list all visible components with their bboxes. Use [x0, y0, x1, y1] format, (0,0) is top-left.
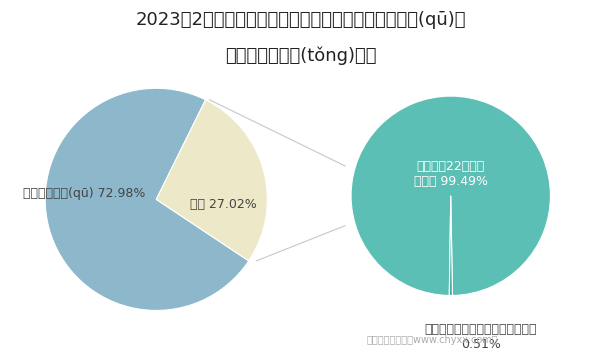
Wedge shape: [156, 100, 267, 261]
Wedge shape: [45, 88, 249, 310]
Text: 2023年2月佛山市佛斯弟摩托車制造有限公司所屬地區(qū)摩: 2023年2月佛山市佛斯弟摩托車制造有限公司所屬地區(qū)摩: [135, 11, 466, 29]
Text: 全國其他地區(qū) 72.98%: 全國其他地區(qū) 72.98%: [23, 187, 145, 200]
Text: 佛山市佛斯弟摩托車制造有限公司
0.51%: 佛山市佛斯弟摩托車制造有限公司 0.51%: [424, 323, 537, 351]
Text: 制圖：智研咨詢（www.chyxx.com）: 制圖：智研咨詢（www.chyxx.com）: [367, 335, 499, 345]
Wedge shape: [450, 196, 453, 295]
Text: 廣東 27.02%: 廣東 27.02%: [189, 198, 256, 211]
Wedge shape: [351, 96, 551, 295]
Text: 廣東其他22家摩托
車車企 99.49%: 廣東其他22家摩托 車車企 99.49%: [413, 160, 488, 188]
Text: 托車銷量占比統(tǒng)計圖: 托車銷量占比統(tǒng)計圖: [225, 46, 376, 65]
